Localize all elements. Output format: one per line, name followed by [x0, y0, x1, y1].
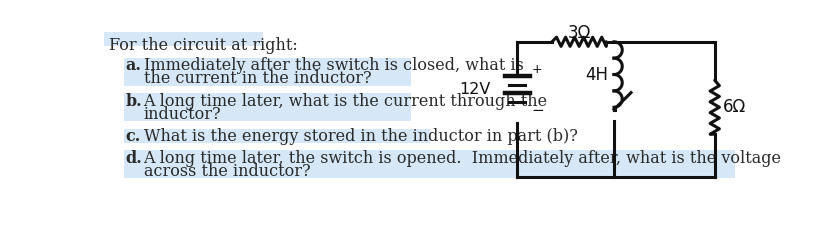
Text: A long time later, the switch is opened.  Immediately after, what is the voltage: A long time later, the switch is opened.…: [143, 149, 781, 167]
Text: across the inductor?: across the inductor?: [143, 163, 310, 180]
Text: 12V: 12V: [459, 82, 491, 97]
Text: inductor?: inductor?: [143, 106, 221, 123]
Bar: [124, 129, 430, 143]
Text: c.: c.: [125, 128, 141, 145]
Text: +: +: [532, 63, 542, 76]
Text: Immediately after the switch is closed, what is: Immediately after the switch is closed, …: [143, 57, 523, 74]
Text: 6Ω: 6Ω: [722, 98, 744, 116]
Text: 3Ω: 3Ω: [567, 24, 590, 42]
Bar: [124, 150, 734, 178]
Text: −: −: [532, 103, 544, 118]
Bar: [104, 32, 263, 46]
Text: 4H: 4H: [584, 66, 607, 83]
Bar: [124, 58, 410, 86]
Text: What is the energy stored in the inductor in part (b)?: What is the energy stored in the inducto…: [143, 128, 577, 145]
Text: b.: b.: [125, 92, 143, 110]
Bar: [124, 93, 410, 121]
Text: For the circuit at right:: For the circuit at right:: [110, 37, 298, 54]
Text: d.: d.: [125, 149, 143, 167]
Text: A long time later, what is the current through the: A long time later, what is the current t…: [143, 92, 547, 110]
Text: a.: a.: [125, 57, 142, 74]
Text: the current in the inductor?: the current in the inductor?: [143, 70, 371, 87]
